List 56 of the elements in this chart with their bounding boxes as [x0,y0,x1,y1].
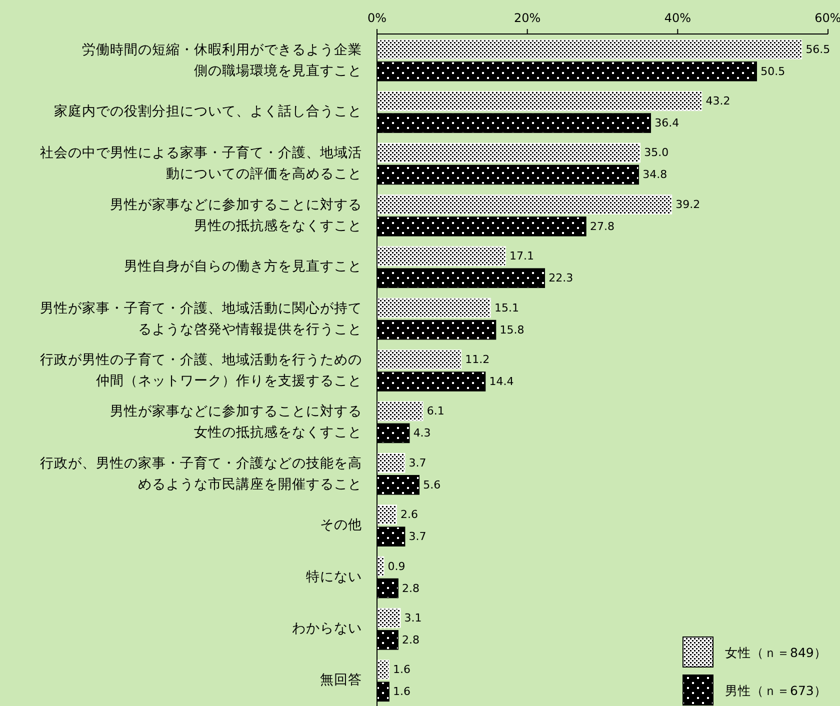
y-tick-label: 特にない [306,568,362,584]
data-label: 17.1 [510,250,534,263]
data-label: 0.9 [388,560,406,573]
data-label: 1.6 [393,685,411,698]
data-label: 3.7 [408,456,426,470]
data-label: 22.3 [548,272,574,285]
bar [376,194,672,214]
x-tick-label: 20% [514,11,541,25]
x-tick-label: 0% [367,11,387,25]
y-tick-label: わからない [292,620,362,636]
data-label: 11.2 [465,353,490,366]
y-tick-label: 男性が家事・子育て・介護、地域活動に関心が持てるような啓発や情報提供を行うこと [40,298,362,338]
x-tick-label: 40% [664,11,692,25]
y-tick-label: 行政が男性の子育て・介護、地域活動を行うための仲間（ネットワーク）作りを支援すること [40,350,362,389]
bar [376,504,397,524]
data-label: 6.1 [426,404,444,418]
data-label: 36.4 [654,116,680,130]
data-label: 3.1 [404,611,422,624]
data-label: 2.8 [402,633,420,646]
y-tick-label: 家庭内での役割分担について、よく話し合うこと [54,103,362,120]
data-label: 1.6 [393,663,411,676]
y-tick-label: 労働時間の短縮・休暇利用ができるよう企業側の職場環境を見直すこと [82,42,362,79]
bar [376,246,506,266]
y-tick-label: 社会の中で男性による家事・子育て・介護、地域活動についての評価を高めること [40,144,362,182]
bar [376,142,640,163]
data-label: 27.8 [590,220,614,233]
data-label: 3.7 [408,530,426,544]
y-tick-label: 男性が家事などに参加することに対する女性の抵抗感をなくすこと [110,403,362,440]
data-label: 2.6 [400,508,418,522]
data-label: 35.0 [644,146,669,160]
data-label: 34.8 [642,168,668,182]
bar [376,39,802,60]
data-label: 15.1 [494,301,519,314]
bar [376,350,462,370]
data-label: 4.3 [413,426,431,440]
y-tick-label: 無回答 [320,672,362,688]
bar [376,608,401,628]
data-label: 43.2 [706,94,730,108]
legend-label: 男性（ｎ＝673） [725,683,827,698]
bar [376,91,702,111]
y-tick-label: その他 [320,516,362,533]
bar [376,401,424,422]
data-label: 5.6 [423,478,441,492]
data-label: 15.8 [500,323,524,336]
y-tick-label: 男性自身が自らの働き方を見直すこと [124,258,362,274]
bar [376,298,491,318]
y-tick-label: 男性が家事などに参加することに対する男性の抵抗感をなくすこと [110,196,362,234]
legend-label: 女性（ｎ＝849） [725,645,827,660]
data-label: 14.4 [489,375,514,388]
bar [376,452,406,473]
data-label: 50.5 [760,64,786,78]
data-label: 2.8 [402,582,420,595]
data-label: 39.2 [676,198,700,211]
data-label: 56.5 [806,42,830,56]
y-tick-label: 行政が、男性の家事・子育て・介護などの技能を高めるような市民講座を開催すること [40,454,362,492]
bar [376,660,390,680]
